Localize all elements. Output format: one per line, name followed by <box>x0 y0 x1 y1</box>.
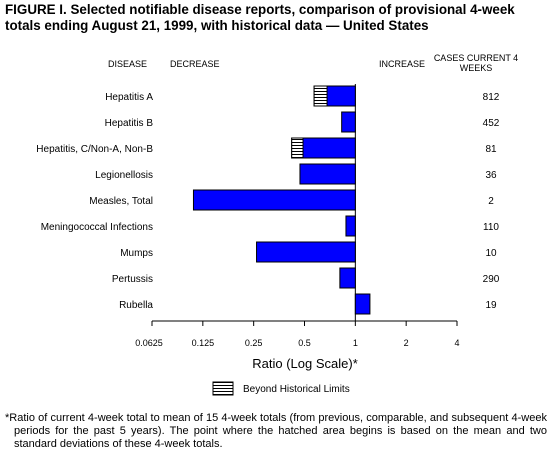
disease-label: Rubella <box>119 300 153 311</box>
x-tick-label: 4 <box>454 338 459 348</box>
disease-label: Hepatitis A <box>105 92 153 103</box>
disease-label: Legionellosis <box>95 170 153 181</box>
bar-hatched-segment <box>313 85 328 107</box>
bar <box>299 163 356 185</box>
bar-hatched-segment <box>291 137 304 159</box>
disease-label: Hepatitis, C/Non-A, Non-B <box>36 144 153 155</box>
case-count: 10 <box>485 248 497 259</box>
decrease-header: DECREASE <box>170 59 220 69</box>
disease-label: Pertussis <box>112 274 153 285</box>
disease-label: Hepatitis B <box>105 118 154 129</box>
case-count: 110 <box>483 222 499 233</box>
x-axis: 0.0625 0.125 0.25 0.5 1 2 4 <box>135 84 460 348</box>
case-count: 36 <box>485 170 497 181</box>
x-tick-label: 0.125 <box>192 338 215 348</box>
bar <box>256 241 356 263</box>
x-tick-label: 0.5 <box>298 338 311 348</box>
figure-title: FIGURE I. Selected notifiable disease re… <box>5 2 515 33</box>
case-count: 19 <box>485 300 497 311</box>
x-tick-label: 0.25 <box>245 338 263 348</box>
cases-column-header: CASES CURRENT 4 WEEKS <box>433 53 519 73</box>
legend-hatch-swatch <box>212 381 234 396</box>
increase-header: INCREASE <box>379 59 426 69</box>
disease-label: Meningococcal Infections <box>41 222 153 233</box>
legend: Beyond Historical Limits <box>212 381 350 396</box>
case-count: 2 <box>488 196 494 207</box>
footnote-text: *Ratio of current 4-week total to mean o… <box>5 412 547 450</box>
case-count: 81 <box>485 144 497 155</box>
bars-group <box>192 85 371 315</box>
case-counts: 812 452 81 36 2 110 10 290 19 <box>483 92 500 311</box>
disease-label: Measles, Total <box>89 196 153 207</box>
disease-labels: Hepatitis A Hepatitis B Hepatitis, C/Non-A… <box>36 92 153 311</box>
bar <box>354 293 371 315</box>
case-count: 812 <box>483 92 500 103</box>
x-tick-label: 2 <box>404 338 409 348</box>
case-count: 452 <box>483 118 500 129</box>
disease-label: Mumps <box>120 248 153 259</box>
disease-column-header: DISEASE <box>108 59 148 69</box>
footnote: *Ratio of current 4-week total to mean o… <box>5 412 547 451</box>
case-count: 290 <box>483 274 500 285</box>
x-tick-label: 1 <box>353 338 358 348</box>
x-axis-label: Ratio (Log Scale)* <box>252 356 358 371</box>
bar <box>339 267 356 289</box>
x-tick-label: 0.0625 <box>135 338 163 348</box>
bar <box>341 111 356 133</box>
bar <box>192 189 356 211</box>
legend-label: Beyond Historical Limits <box>243 384 350 395</box>
bar <box>345 215 356 237</box>
